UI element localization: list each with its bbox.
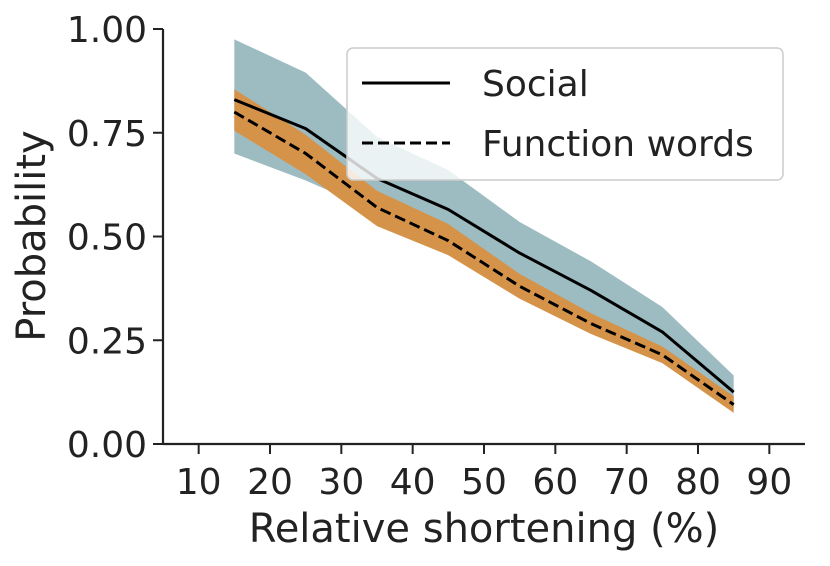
- x-tick-label: 90: [746, 462, 792, 503]
- x-tick-label: 20: [247, 462, 293, 503]
- legend-label-social: Social: [482, 64, 589, 105]
- x-tick-label: 10: [176, 462, 222, 503]
- y-tick-label: 0.75: [67, 114, 147, 155]
- y-tick-label: 1.00: [67, 10, 147, 51]
- y-tick-label: 0.25: [67, 321, 147, 362]
- line-function-words: [233, 110, 735, 406]
- y-ticks: 0.00 0.25 0.50 0.75 1.00: [67, 10, 163, 466]
- x-axis-title: Relative shortening (%): [249, 506, 720, 552]
- legend-box: [346, 47, 784, 181]
- y-tick-label: 0.50: [67, 218, 147, 259]
- y-axis-title: Probability: [9, 130, 55, 341]
- x-ticks: 10 20 30 40 50 60 70 80 90: [176, 444, 792, 503]
- x-tick-label: 70: [604, 462, 650, 503]
- line-social: [233, 98, 735, 394]
- x-tick-label: 30: [318, 462, 364, 503]
- x-tick-label: 80: [675, 462, 721, 503]
- x-tick-label: 40: [390, 462, 436, 503]
- legend: Social Function words: [346, 47, 784, 181]
- legend-label-function-words: Function words: [482, 124, 754, 165]
- series-lines: [233, 98, 735, 406]
- y-tick-label: 0.00: [67, 425, 147, 466]
- x-tick-label: 50: [461, 462, 507, 503]
- x-tick-label: 60: [532, 462, 578, 503]
